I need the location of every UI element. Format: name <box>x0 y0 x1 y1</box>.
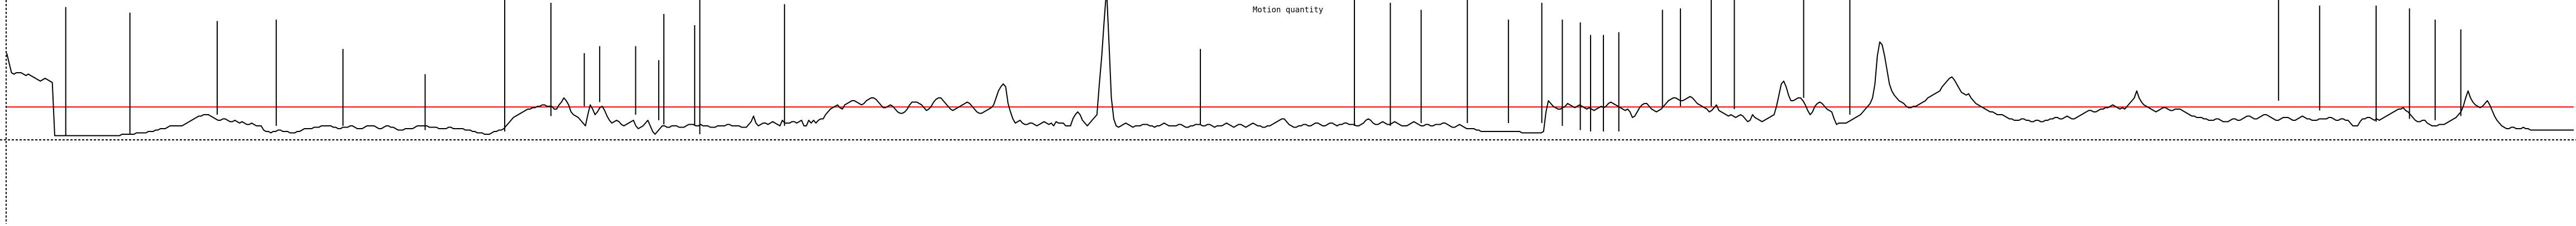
series-line-motion <box>6 0 2574 136</box>
spike-layer <box>65 0 2462 136</box>
series-layer <box>6 0 2574 136</box>
chart-title: Motion quantity <box>1253 6 1323 15</box>
